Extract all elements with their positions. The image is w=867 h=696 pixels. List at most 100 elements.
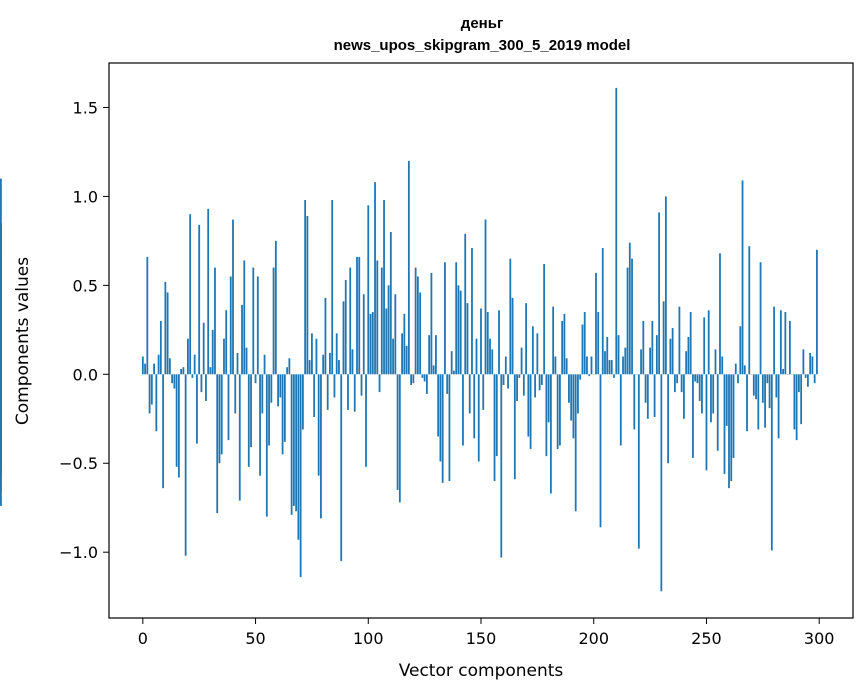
bar-258 bbox=[723, 374, 726, 474]
bar-71 bbox=[301, 374, 304, 430]
bar-229 bbox=[658, 212, 661, 375]
bar-113 bbox=[396, 374, 399, 490]
bar-57 bbox=[270, 374, 273, 403]
bar-267 bbox=[743, 365, 746, 375]
bar-32 bbox=[214, 267, 216, 375]
bar-215 bbox=[626, 267, 629, 375]
bar-43 bbox=[238, 374, 241, 501]
bar-55 bbox=[265, 374, 268, 517]
bar-122 bbox=[416, 276, 419, 375]
bar-225 bbox=[649, 347, 651, 375]
x-axis-label: Vector components bbox=[399, 661, 564, 681]
bar-26 bbox=[200, 374, 203, 393]
bar-94 bbox=[353, 374, 356, 412]
bar-143 bbox=[464, 233, 467, 375]
bar-84 bbox=[331, 199, 334, 375]
bar-142 bbox=[462, 374, 464, 446]
bar-119 bbox=[410, 374, 413, 385]
bar-47 bbox=[247, 374, 250, 467]
bar-237 bbox=[676, 374, 679, 384]
bar-227 bbox=[653, 374, 656, 417]
bar-undefined bbox=[0, 292, 2, 375]
bar-231 bbox=[662, 301, 665, 375]
bar-100 bbox=[367, 205, 370, 375]
bar-105 bbox=[378, 374, 381, 393]
bar-137 bbox=[450, 351, 453, 375]
bar-190 bbox=[570, 374, 573, 421]
bar-25 bbox=[198, 224, 201, 375]
bar-280 bbox=[773, 306, 775, 375]
bar-95 bbox=[356, 256, 358, 375]
bar-131 bbox=[437, 374, 440, 437]
bar-181 bbox=[549, 374, 552, 494]
bar-214 bbox=[624, 347, 627, 375]
x-tick-label: 200 bbox=[578, 629, 609, 648]
x-tick-label: 300 bbox=[804, 629, 835, 648]
bar-155 bbox=[491, 349, 494, 375]
bar-221 bbox=[640, 349, 642, 375]
bar-17 bbox=[180, 368, 183, 375]
bar-167 bbox=[518, 374, 521, 378]
bar-8 bbox=[159, 320, 162, 375]
bar-212 bbox=[619, 374, 622, 446]
bar-261 bbox=[730, 374, 733, 482]
bar-116 bbox=[403, 313, 406, 375]
bar-97 bbox=[360, 374, 363, 396]
bar-52 bbox=[259, 374, 261, 476]
bar-152 bbox=[484, 219, 487, 375]
bar-41 bbox=[234, 374, 237, 414]
bar-112 bbox=[394, 294, 397, 375]
bar-134 bbox=[444, 262, 446, 375]
bar-268 bbox=[746, 374, 748, 432]
y-axis-ticks: −1.0 −0.5 0.0 0.5 1.0 1.5 bbox=[59, 98, 109, 562]
bar-139 bbox=[455, 262, 458, 375]
bar-150 bbox=[480, 308, 482, 375]
bar-140 bbox=[457, 285, 460, 375]
bar-163 bbox=[509, 258, 512, 375]
bar-249 bbox=[703, 317, 706, 375]
bar-96 bbox=[358, 256, 361, 375]
bar-129 bbox=[432, 365, 435, 375]
plot-frame bbox=[108, 62, 854, 619]
bar-3 bbox=[148, 374, 151, 414]
bar-149 bbox=[477, 374, 480, 462]
bar-236 bbox=[673, 374, 676, 393]
bar-92 bbox=[349, 267, 352, 375]
bar-29 bbox=[207, 208, 210, 375]
bar-234 bbox=[669, 338, 672, 375]
bar-283 bbox=[779, 310, 782, 375]
bar-104 bbox=[376, 260, 379, 375]
bar-195 bbox=[581, 324, 584, 375]
bar-154 bbox=[489, 338, 491, 375]
bar-209 bbox=[613, 374, 615, 378]
bar-294 bbox=[804, 374, 807, 378]
bar-14 bbox=[173, 374, 176, 389]
bar-128 bbox=[430, 272, 433, 375]
bar-278 bbox=[768, 374, 771, 409]
bar-198 bbox=[588, 374, 591, 377]
bar-31 bbox=[211, 329, 214, 375]
bar-135 bbox=[446, 374, 449, 394]
bar-242 bbox=[687, 336, 690, 375]
bar-156 bbox=[493, 374, 496, 482]
x-tick-label: 100 bbox=[353, 629, 384, 648]
bar-247 bbox=[698, 374, 701, 401]
bar-101 bbox=[369, 313, 372, 375]
bar-191 bbox=[572, 374, 575, 439]
bar-202 bbox=[597, 312, 600, 375]
bar-28 bbox=[205, 374, 207, 401]
bar-72 bbox=[304, 199, 307, 375]
bar-266 bbox=[741, 180, 744, 375]
bar-246 bbox=[696, 374, 699, 384]
bar-293 bbox=[802, 349, 805, 375]
bar-168 bbox=[520, 347, 523, 375]
bar-189 bbox=[568, 374, 570, 403]
bar-87 bbox=[338, 360, 340, 375]
bar-220 bbox=[637, 374, 640, 549]
bar-244 bbox=[692, 374, 694, 458]
bar-299 bbox=[816, 249, 818, 375]
bar-80 bbox=[322, 354, 325, 375]
y-tick-label: 0.0 bbox=[73, 365, 98, 384]
bar-159 bbox=[500, 374, 503, 558]
bar-265 bbox=[739, 326, 742, 375]
